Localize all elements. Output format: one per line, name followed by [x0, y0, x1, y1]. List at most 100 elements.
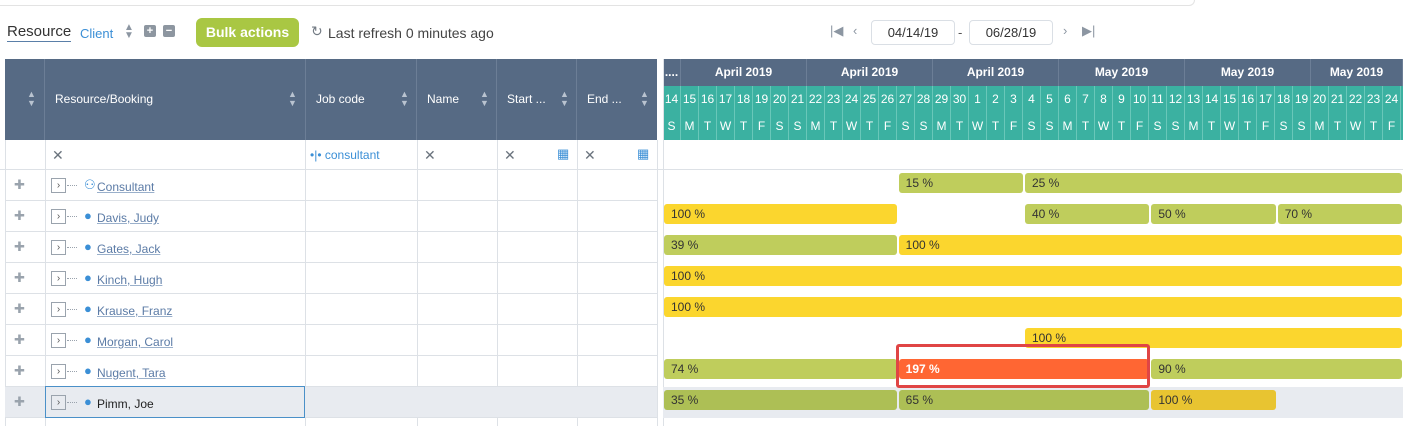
clear-filter-resource-icon[interactable]: ✕ [52, 147, 64, 163]
calendar-start-icon[interactable]: ▦ [557, 146, 570, 161]
booking-bar[interactable]: 39 % [664, 235, 897, 255]
booking-bar[interactable]: 25 % [1025, 173, 1403, 193]
resource-row[interactable]: ✚ › ⚇ Consultant [5, 170, 657, 201]
timeline-weekday: F [1383, 113, 1401, 140]
resource-name-link[interactable]: Nugent, Tara [97, 366, 166, 380]
resource-grid [5, 140, 657, 426]
timeline-day: 19 [1293, 86, 1311, 113]
resource-name-link[interactable]: Morgan, Carol [97, 335, 174, 349]
col-name[interactable]: Name ▲ ▼ [417, 59, 497, 140]
booking-bar[interactable]: 100 % [898, 235, 1403, 255]
resource-name-link[interactable]: Davis, Judy [97, 211, 160, 225]
resource-row[interactable]: ✚ › ● Gates, Jack [5, 232, 657, 263]
resource-row[interactable]: ✚ › ● Krause, Franz [5, 294, 657, 325]
expand-row-icon[interactable]: › [51, 178, 66, 193]
add-booking-icon[interactable]: ✚ [14, 208, 25, 223]
resource-name-link[interactable]: Kinch, Hugh [97, 273, 163, 287]
timeline-weekday: T [699, 113, 717, 140]
timeline-weekday: W [969, 113, 987, 140]
booking-bar[interactable]: 15 % [898, 173, 1023, 193]
collapse-all-icon[interactable]: − [163, 25, 175, 37]
booking-bar[interactable]: 50 % [1151, 204, 1276, 224]
add-booking-icon[interactable]: ✚ [14, 394, 25, 409]
expand-row-icon[interactable]: › [51, 333, 66, 348]
sort-toggle-icon[interactable]: ▲ ▼ [124, 22, 134, 41]
resource-row[interactable]: ✚ › ● Davis, Judy [5, 201, 657, 232]
resource-row[interactable]: ✚ › ● Nugent, Tara [5, 356, 657, 387]
tree-connector [67, 216, 77, 217]
clear-filter-end-icon[interactable]: ✕ [584, 147, 596, 163]
booking-bar[interactable]: 74 % [664, 359, 897, 379]
timeline-weekday: S [1293, 113, 1311, 140]
resource-name-link[interactable]: Gates, Jack [97, 242, 161, 256]
generic-resource-icon: ⚇ [84, 177, 96, 192]
timeline-weekday: M [681, 113, 699, 140]
add-booking-icon[interactable]: ✚ [14, 270, 25, 285]
timeline-weekday: F [1257, 113, 1275, 140]
refresh-icon[interactable]: ↻ [311, 23, 323, 39]
add-booking-icon[interactable]: ✚ [14, 363, 25, 378]
booking-bar[interactable]: 90 % [1151, 359, 1403, 379]
col-job-code-label: Job code [316, 92, 365, 106]
col-start[interactable]: Start ... ▲ ▼ [497, 59, 577, 140]
timeline-day: 24 [843, 86, 861, 113]
view-client-tab[interactable]: Client [80, 26, 114, 41]
resource-row[interactable]: ✚ › ● Morgan, Carol [5, 325, 657, 356]
timeline-day: 6 [1059, 86, 1077, 113]
booking-bar[interactable]: 100 % [1151, 390, 1276, 410]
expand-row-icon[interactable]: › [51, 209, 66, 224]
next-page-icon[interactable]: › [1063, 23, 1068, 38]
col-job-code[interactable]: Job code ▲ ▼ [306, 59, 417, 140]
resource-name-link[interactable]: Pimm, Joe [97, 397, 154, 411]
col-end[interactable]: End ... ▲ ▼ [587, 89, 649, 108]
expand-row-icon[interactable]: › [51, 271, 66, 286]
booking-bar[interactable]: 100 % [664, 266, 1403, 286]
col-drag-header[interactable]: ▲ ▼ [5, 59, 45, 140]
timeline-month: .... [663, 59, 681, 86]
timeline-month: April 2019 [681, 59, 807, 86]
expand-row-icon[interactable]: › [51, 240, 66, 255]
booking-bar[interactable]: 100 % [1025, 328, 1403, 348]
booking-bar[interactable]: 35 % [664, 390, 897, 410]
resource-row[interactable]: ✚ › ● Kinch, Hugh [5, 263, 657, 294]
toolbar: Resource Client ▲ ▼ + − Bulk actions ↻ La… [0, 14, 1403, 52]
date-from-input[interactable]: 04/14/19 [871, 20, 955, 45]
calendar-end-icon[interactable]: ▦ [637, 146, 650, 161]
tree-connector [67, 185, 77, 186]
timeline-row: 100 % [663, 263, 1403, 294]
first-page-icon[interactable]: |◀ [830, 23, 844, 38]
booking-bar[interactable]: 100 % [664, 204, 897, 224]
timeline-weekday: T [1329, 113, 1347, 140]
date-to-input[interactable]: 06/28/19 [969, 20, 1053, 45]
resource-name-link[interactable]: Krause, Franz [97, 304, 173, 318]
booking-bar[interactable]: 70 % [1277, 204, 1403, 224]
expand-row-icon[interactable]: › [51, 302, 66, 317]
timeline-weekday: S [1167, 113, 1185, 140]
booking-bar[interactable]: 65 % [898, 390, 1150, 410]
booking-bar[interactable]: 40 % [1025, 204, 1150, 224]
add-booking-icon[interactable]: ✚ [14, 177, 25, 192]
timeline-day: 16 [1239, 86, 1257, 113]
add-booking-icon[interactable]: ✚ [14, 332, 25, 347]
bulk-actions-button[interactable]: Bulk actions [196, 18, 299, 47]
resource-row[interactable]: ✚ › ● Pimm, Joe [5, 387, 657, 418]
resource-name-link[interactable]: Consultant [97, 180, 155, 194]
add-booking-icon[interactable]: ✚ [14, 301, 25, 316]
filter-row: ✕ •|• consultant ✕ ✕ ▦ ✕ ▦ [0, 140, 1403, 170]
filter-job-code[interactable]: •|• consultant [310, 148, 380, 162]
col-resource-booking[interactable]: Resource/Booking ▲ ▼ [45, 59, 306, 140]
booking-bar[interactable]: 197 % [898, 359, 1150, 379]
clear-filter-start-icon[interactable]: ✕ [504, 147, 516, 163]
view-resource-tab[interactable]: Resource [7, 23, 72, 42]
timeline-day: 21 [789, 86, 807, 113]
booking-bar[interactable]: 100 % [664, 297, 1403, 317]
col-start-label: Start ... [507, 92, 546, 106]
add-booking-icon[interactable]: ✚ [14, 239, 25, 254]
clear-filter-name-icon[interactable]: ✕ [424, 147, 436, 163]
last-page-icon[interactable]: ▶| [1082, 23, 1096, 38]
prev-page-icon[interactable]: ‹ [853, 23, 858, 38]
timeline-weekday: S [1275, 113, 1293, 140]
expand-all-icon[interactable]: + [144, 25, 156, 37]
expand-row-icon[interactable]: › [51, 364, 66, 379]
expand-row-icon[interactable]: › [51, 395, 66, 410]
